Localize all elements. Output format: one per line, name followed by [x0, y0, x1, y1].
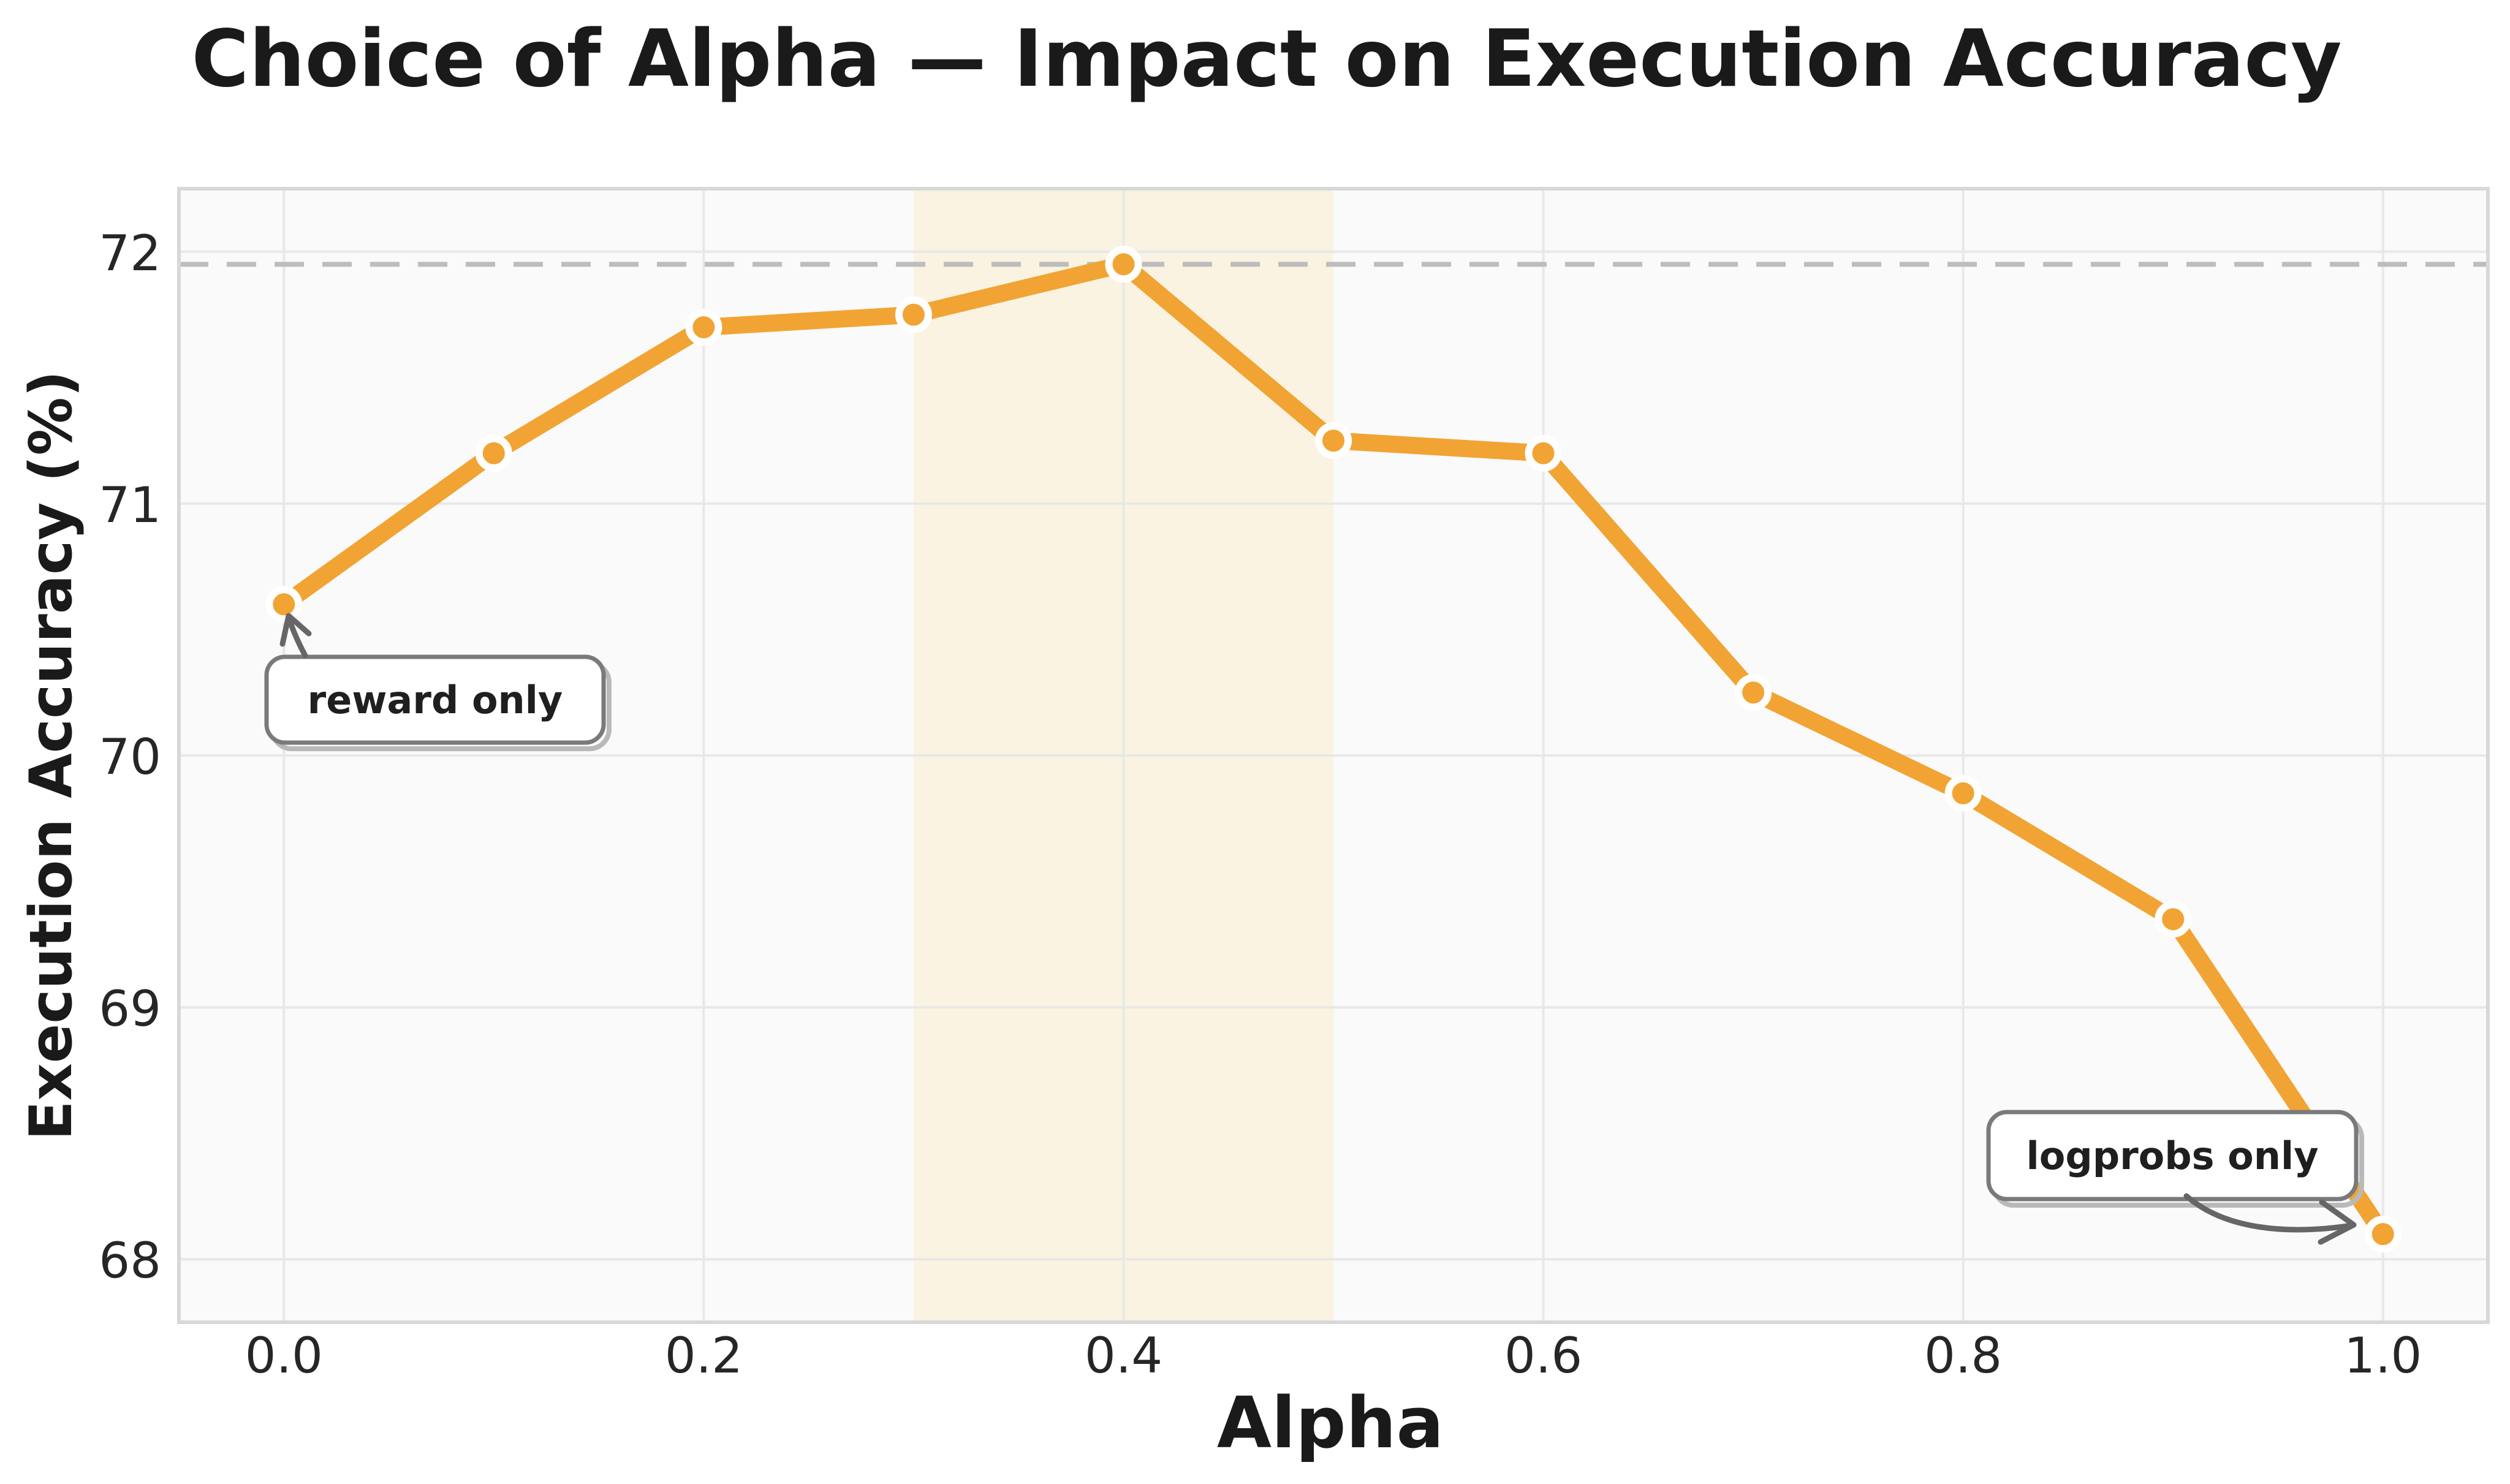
data-point — [265, 586, 303, 623]
y-tick-labels: 68 69 70 71 72 — [99, 225, 161, 1289]
data-point — [1525, 434, 1562, 472]
x-tick-label: 0.8 — [1924, 1327, 2002, 1384]
data-point — [2155, 901, 2192, 938]
y-tick-label: 70 — [99, 729, 161, 786]
data-point — [1105, 246, 1142, 283]
data-point — [2364, 1216, 2402, 1253]
gridlines — [179, 189, 2488, 1322]
x-tick-labels: 0.0 0.2 0.4 0.6 0.8 1.0 — [245, 1327, 2422, 1384]
x-tick-label: 1.0 — [2344, 1327, 2422, 1384]
annotation-label: reward only — [308, 678, 563, 722]
y-tick-label: 72 — [99, 225, 161, 282]
annotation-box — [1986, 1110, 2359, 1202]
data-point-markers — [265, 246, 2402, 1253]
x-tick-label: 0.2 — [665, 1327, 743, 1384]
x-axis-label: Alpha — [1217, 1382, 1444, 1464]
y-axis-label: Execution Accuracy (%) — [18, 371, 85, 1141]
data-point — [1735, 674, 1772, 711]
x-tick-label: 0.4 — [1085, 1327, 1162, 1384]
data-point — [1315, 422, 1352, 460]
y-tick-label: 69 — [99, 980, 161, 1037]
data-point — [475, 434, 512, 472]
annotation-arrowhead — [279, 613, 312, 647]
annotation-arrow — [2183, 1193, 2355, 1233]
annotation-label: logprobs only — [2026, 1134, 2318, 1178]
chart-title: Choice of Alpha — Impact on Execution Ac… — [192, 13, 2342, 105]
y-tick-label: 71 — [99, 477, 161, 534]
annotation-reward-only: reward only — [264, 613, 612, 751]
x-tick-label: 0.0 — [245, 1327, 323, 1384]
annotation-arrowhead — [2318, 1199, 2357, 1245]
data-point — [1944, 774, 1982, 812]
plot-border — [177, 187, 2490, 1324]
data-point — [685, 309, 722, 346]
data-point — [895, 296, 932, 333]
annotation-logprobs-only: logprobs only — [1986, 1110, 2364, 1245]
x-tick-label: 0.6 — [1504, 1327, 1582, 1384]
y-tick-label: 68 — [99, 1232, 161, 1289]
annotation-box — [264, 654, 606, 745]
